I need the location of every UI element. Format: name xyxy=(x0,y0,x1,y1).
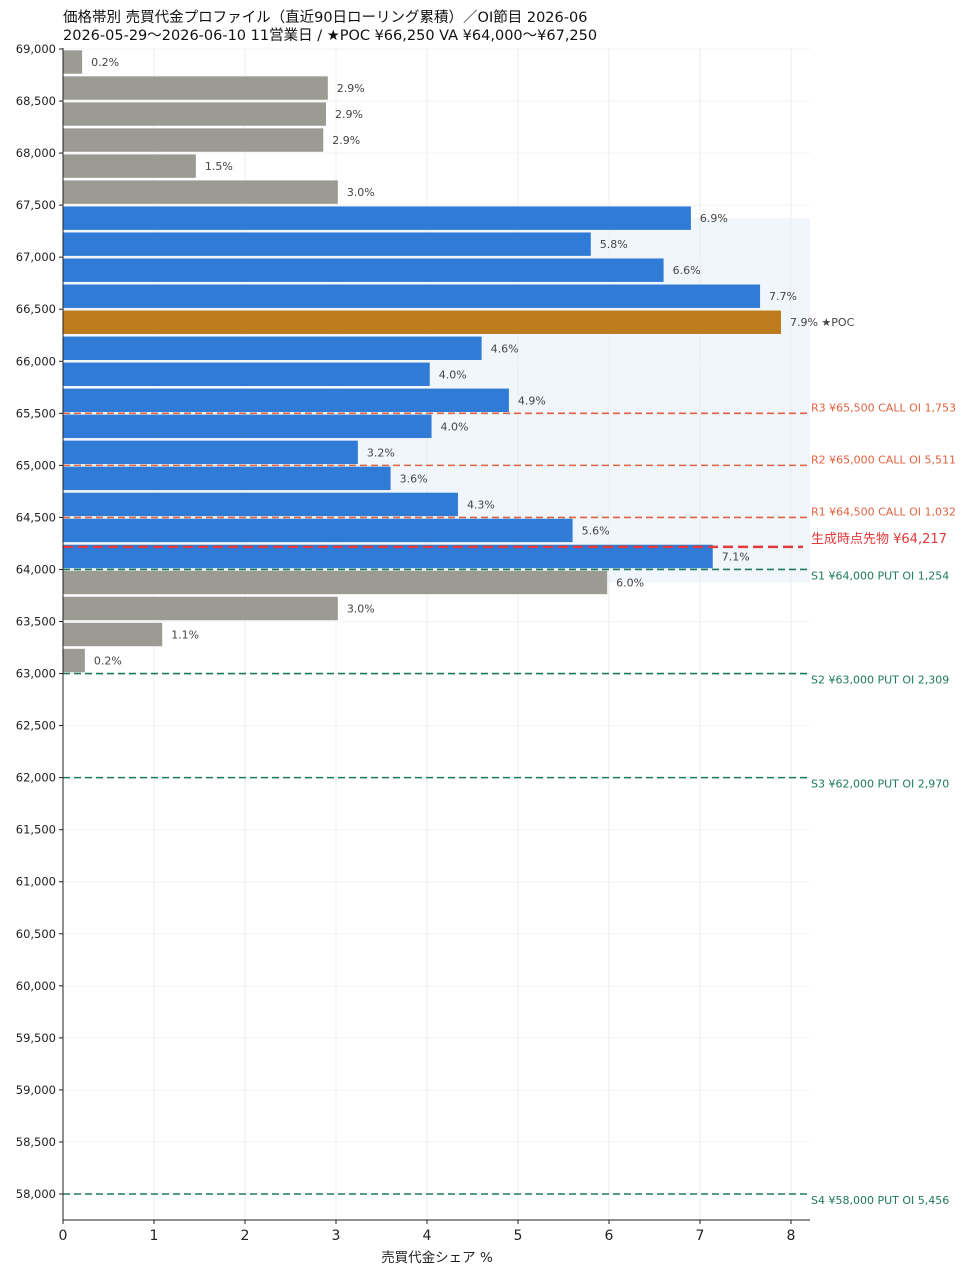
chart-title-line2: 2026-05-29〜2026-06-10 11営業日 / ★POC ¥66,2… xyxy=(63,27,597,44)
oi-level-label: S2 ¥63,000 PUT OI 2,309 xyxy=(811,674,949,687)
x-tick-label: 5 xyxy=(514,1228,523,1244)
x-tick-label: 3 xyxy=(332,1228,341,1244)
bar-value-label: 3.6% xyxy=(400,472,428,485)
y-tick-label: 61,000 xyxy=(16,875,56,889)
bar xyxy=(63,466,391,491)
y-tick-label: 59,500 xyxy=(16,1031,56,1045)
bar-value-label: 2.9% xyxy=(332,134,360,147)
bar-value-label: 4.6% xyxy=(491,342,519,355)
oi-level-label: S4 ¥58,000 PUT OI 5,456 xyxy=(811,1194,949,1207)
bar xyxy=(63,102,326,126)
y-tick-label: 59,000 xyxy=(16,1083,56,1097)
bar-value-label: 4.0% xyxy=(439,368,467,381)
bar-value-label: 6.6% xyxy=(673,264,701,277)
bar xyxy=(63,76,328,100)
bar xyxy=(63,648,85,673)
y-tick-label: 61,500 xyxy=(16,823,56,837)
bar-value-label: 0.2% xyxy=(91,56,119,69)
bar-value-label: 3.0% xyxy=(347,602,375,615)
bar xyxy=(63,50,83,74)
bar-value-label: 1.5% xyxy=(205,160,233,173)
bar xyxy=(63,544,713,569)
x-tick-label: 1 xyxy=(150,1228,159,1244)
y-tick-label: 66,000 xyxy=(16,354,56,368)
y-tick-label: 68,500 xyxy=(16,94,56,108)
bar xyxy=(63,414,432,439)
bar-value-label: 2.9% xyxy=(335,108,363,121)
y-tick-label: 66,500 xyxy=(16,302,56,316)
y-tick-label: 69,000 xyxy=(16,42,56,56)
x-tick-label: 0 xyxy=(59,1228,68,1244)
chart-title-line1: 価格帯別 売買代金プロファイル（直近90日ローリング累積）／OI節目 2026-… xyxy=(63,8,587,26)
bar xyxy=(63,492,458,517)
oi-level-label: R1 ¥64,500 CALL OI 1,032 xyxy=(811,505,956,518)
x-axis-label: 売買代金シェア % xyxy=(381,1250,493,1266)
bar-value-label: 0.2% xyxy=(94,655,122,668)
bar-value-label: 4.9% xyxy=(518,394,546,407)
x-tick-label: 7 xyxy=(696,1228,705,1244)
bar-labels: 0.2% 2.9% 2.9% 2.9% 1.5% 3.0% 6.9% 5.8% 6.6% 7.7%… xyxy=(91,56,854,668)
bar xyxy=(63,388,509,413)
bar xyxy=(63,128,324,152)
bar-value-label: 1.1% xyxy=(171,629,199,642)
y-tick-label: 68,000 xyxy=(16,146,56,160)
bar-value-label: 5.6% xyxy=(582,524,610,537)
bar-value-label: 7.7% xyxy=(769,290,797,303)
bar-value-label: 6.9% xyxy=(700,212,728,225)
bar-value-label: 7.1% xyxy=(722,550,750,563)
bar-value-label: 5.8% xyxy=(600,238,628,251)
x-tick-label: 4 xyxy=(423,1228,432,1244)
y-tick-label: 64,500 xyxy=(16,510,56,524)
bar-value-label: 4.0% xyxy=(441,420,469,433)
bar-value-label: 3.2% xyxy=(367,446,395,459)
bar xyxy=(63,206,691,230)
bar xyxy=(63,154,196,178)
y-tick-label: 65,000 xyxy=(16,458,56,472)
y-tick-label: 58,500 xyxy=(16,1135,56,1149)
oi-level-label: R3 ¥65,500 CALL OI 1,753 xyxy=(811,401,956,414)
bar-value-label: 4.3% xyxy=(467,498,495,511)
bar xyxy=(63,258,664,282)
bar xyxy=(63,570,608,595)
bar xyxy=(63,440,358,465)
y-tick-label: 60,000 xyxy=(16,979,56,993)
y-tick-label: 63,000 xyxy=(16,667,56,681)
y-tick-label: 62,500 xyxy=(16,719,56,733)
x-tick-label: 8 xyxy=(787,1228,796,1244)
oi-level-label: R2 ¥65,000 CALL OI 5,511 xyxy=(811,453,956,466)
bar-value-label: 6.0% xyxy=(616,576,644,589)
y-tick-label: 58,000 xyxy=(16,1187,56,1201)
bars xyxy=(63,50,781,673)
bar xyxy=(63,518,573,543)
bar xyxy=(63,284,761,308)
spot-price-label: 生成時点先物 ¥64,217 xyxy=(811,532,947,547)
y-tick-label: 64,000 xyxy=(16,562,56,576)
bar-value-label: 3.0% xyxy=(347,186,375,199)
y-tick-label: 63,500 xyxy=(16,615,56,629)
oi-levels: R3 ¥65,500 CALL OI 1,753 R2 ¥65,000 CALL … xyxy=(63,401,956,1207)
y-tick-label: 67,500 xyxy=(16,198,56,212)
spot-line: 生成時点先物 ¥64,217 xyxy=(63,532,947,549)
bar xyxy=(63,362,430,386)
bar xyxy=(63,180,338,204)
y-tick-label: 65,500 xyxy=(16,406,56,420)
bar xyxy=(63,596,338,621)
x-tick-label: 6 xyxy=(605,1228,614,1244)
bar-value-label: 2.9% xyxy=(337,82,365,95)
bar xyxy=(63,622,163,647)
bar xyxy=(63,310,781,334)
y-tick-label: 60,500 xyxy=(16,927,56,941)
bar xyxy=(63,232,591,256)
y-tick-label: 62,000 xyxy=(16,771,56,785)
x-tick-label: 2 xyxy=(241,1228,250,1244)
y-tick-label: 67,000 xyxy=(16,250,56,264)
bar-value-label: 7.9% ★POC xyxy=(790,316,855,329)
oi-level-label: S1 ¥64,000 PUT OI 1,254 xyxy=(811,569,949,582)
oi-level-label: S3 ¥62,000 PUT OI 2,970 xyxy=(811,778,949,791)
bar xyxy=(63,336,482,360)
axes: 58,000 58,500 59,000 59,500 60,000 60,500 61,0… xyxy=(16,42,810,1244)
